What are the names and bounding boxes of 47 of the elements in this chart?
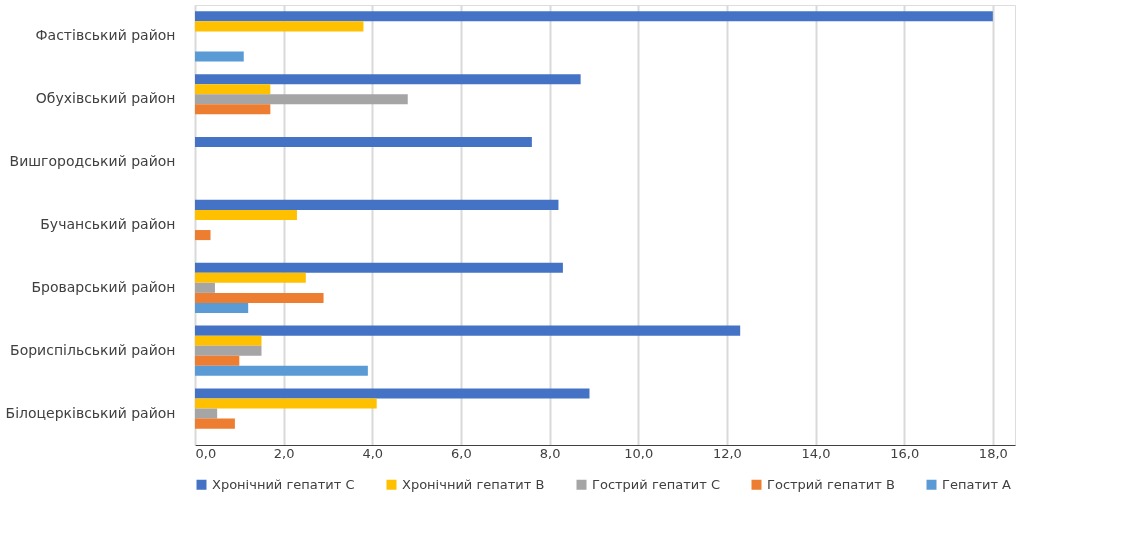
bar [195,345,262,356]
bar [195,355,240,366]
bar [195,104,271,115]
bar [195,137,532,148]
y-tick-label: Броварський район [31,278,176,295]
y-tick-label: Вишгородський район [9,153,176,170]
y-tick-label: Обухівський район [35,90,176,107]
x-tick-label: 18,0 [978,445,1008,461]
bar [195,408,218,419]
bar [195,84,271,95]
bar [195,365,368,376]
bar [195,262,563,273]
x-tick-label: 14,0 [801,445,831,461]
bar [195,74,581,85]
y-tick-label: Бучанський район [40,216,176,232]
bar [195,292,324,303]
x-tick-label: 8,0 [539,445,561,461]
x-tick-label: 16,0 [890,445,920,461]
y-tick-label: Бориспільський район [10,341,176,358]
bar [195,51,244,62]
bar [195,325,741,336]
bar [195,398,377,409]
x-tick-label: 6,0 [451,445,472,461]
bar [195,21,364,32]
bar [195,94,408,105]
x-tick-label: 4,0 [362,445,384,461]
bar [195,302,249,313]
bar [195,230,211,241]
y-tick-label: Білоцерківський район [5,404,176,421]
y-tick-label: Фастівський район [35,27,176,44]
legend-label: Гострий гепатит С [592,476,720,492]
bar [195,11,993,22]
x-tick-label: 10,0 [624,445,654,461]
legend-label: Гепатит А [942,476,1012,492]
bar [195,282,215,293]
bar [195,272,306,283]
bar [195,418,235,429]
bar [195,209,297,220]
bar [195,388,590,399]
bar [195,199,559,210]
legend-label: Хронічний гепатит С [212,476,355,492]
legend-label: Хронічний гепатит В [402,476,545,492]
x-tick-label: 2,0 [273,445,295,461]
bar [195,335,262,346]
x-tick-label: 0,0 [195,445,217,461]
legend-label: Гострий гепатит В [767,476,895,492]
x-tick-label: 12,0 [712,445,742,461]
